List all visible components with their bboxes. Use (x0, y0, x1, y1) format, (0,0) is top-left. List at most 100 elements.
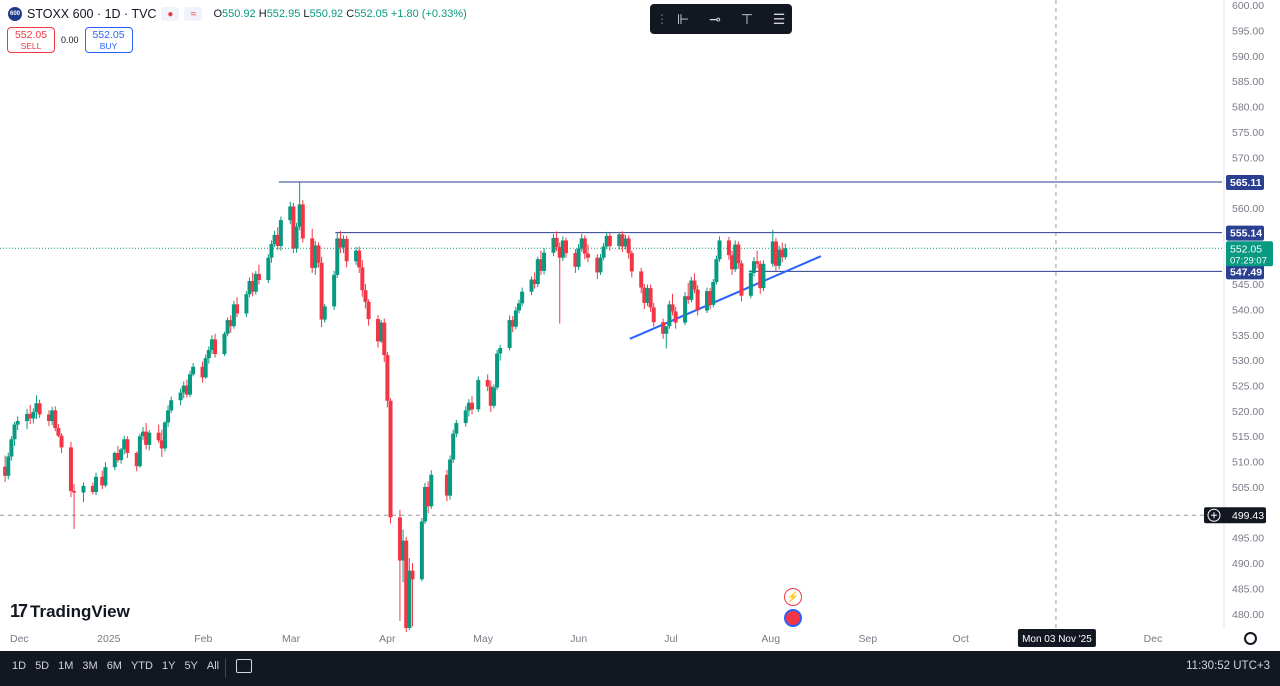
candle (191, 363, 196, 377)
candle-body (310, 238, 315, 268)
lightning-icon[interactable]: ⚡ (784, 588, 802, 606)
candle-body (726, 240, 731, 256)
crosshair-price-label: 499.43 (1232, 510, 1264, 522)
candle (532, 272, 537, 289)
candle-body (112, 452, 117, 468)
candle-body (119, 449, 124, 461)
range-1m[interactable]: 1M (58, 660, 74, 672)
change-value: +1.80 (+0.33%) (390, 8, 467, 20)
y-tick-label: 575.00 (1232, 127, 1264, 139)
candle (15, 416, 20, 431)
y-tick-label: 570.00 (1232, 152, 1264, 164)
clock[interactable]: 11:30:52 UTC+3 (1186, 660, 1270, 672)
candle-body (34, 403, 39, 412)
range-6m[interactable]: 6M (106, 660, 122, 672)
wave-indicator-icon[interactable]: ≈ (184, 7, 203, 21)
candle (272, 230, 277, 248)
candle (335, 232, 340, 278)
range-ytd[interactable]: YTD (130, 660, 153, 672)
candle (517, 299, 521, 314)
candle (59, 433, 64, 453)
symbol-title[interactable]: STOXX 600 · 1D · TVC (27, 7, 157, 21)
x-tick-label: Dec (1144, 633, 1163, 645)
candle-body (335, 238, 340, 275)
grip-icon[interactable]: ⋮ (656, 12, 668, 26)
candle-body (498, 347, 503, 354)
candle-body (6, 456, 11, 476)
candle-body (488, 386, 493, 406)
settings-lines-icon[interactable]: ☰ (772, 10, 786, 27)
buy-button[interactable]: 552.05 BUY (84, 27, 133, 53)
gear-icon[interactable] (1244, 632, 1257, 645)
candle-body (620, 234, 625, 247)
candle (573, 249, 578, 273)
candle (137, 433, 142, 468)
candle-body (758, 263, 763, 289)
candle (639, 267, 644, 294)
range-all[interactable]: All (206, 660, 220, 672)
text-cursor-icon[interactable]: ⊤ (740, 10, 754, 27)
line-node-icon[interactable]: ⊸ (709, 10, 721, 27)
candle (752, 257, 756, 277)
candle-body (209, 339, 214, 351)
price-chart[interactable]: 480.00485.00490.00495.00500.00505.00510.… (0, 0, 1280, 651)
range-1d[interactable]: 1D (12, 660, 27, 672)
y-tick-label: 600.00 (1232, 0, 1264, 12)
candle (3, 455, 8, 482)
range-3m[interactable]: 3M (82, 660, 98, 672)
candle-body (429, 474, 434, 507)
candle (222, 331, 227, 357)
candle-body (642, 287, 647, 303)
candle-body (256, 273, 261, 281)
candle (535, 256, 540, 288)
candle (68, 441, 73, 498)
candle (498, 344, 503, 361)
candle (256, 264, 261, 285)
candle (310, 228, 315, 273)
range-1y[interactable]: 1Y (161, 660, 176, 672)
drawing-toolbar[interactable]: ⋮ ⊩ ⊸ ⊤ ☰ (650, 4, 792, 34)
candle (300, 200, 305, 243)
y-tick-label: 545.00 (1232, 279, 1264, 291)
y-tick-label: 560.00 (1232, 203, 1264, 215)
calendar-icon[interactable] (236, 659, 252, 673)
candle-body (275, 234, 280, 247)
x-tick-label: Dec (10, 633, 29, 645)
flag-pole-icon[interactable]: ⊩ (676, 10, 690, 27)
candle-body (122, 439, 127, 450)
range-5y[interactable]: 5Y (184, 660, 198, 672)
tradingview-logo[interactable]: 17 TradingView (10, 601, 130, 622)
candle-body (495, 353, 500, 388)
candle (604, 231, 609, 250)
dot-indicator-icon[interactable]: ● (161, 7, 180, 21)
candle (404, 536, 409, 633)
candle (407, 557, 412, 631)
candle (770, 229, 775, 267)
candle (112, 451, 117, 471)
candle-body (510, 320, 515, 327)
y-tick-label: 525.00 (1232, 381, 1264, 393)
sell-button[interactable]: 552.05 SELL (7, 27, 55, 53)
candle (736, 241, 741, 269)
candle (673, 306, 678, 329)
candle-body (598, 257, 603, 273)
candle-body (507, 320, 512, 348)
candle-body (162, 422, 167, 449)
candle (119, 447, 124, 464)
candle-body (470, 402, 474, 410)
candle (156, 424, 161, 443)
candle (297, 182, 302, 231)
candle (629, 250, 634, 278)
candle (332, 270, 337, 310)
y-tick-label: 490.00 (1232, 558, 1264, 570)
candle-body (554, 237, 559, 248)
event-markers: ⚡ (784, 588, 802, 630)
sell-price: 552.05 (14, 29, 48, 41)
divider (225, 658, 226, 678)
range-5d[interactable]: 5D (35, 660, 50, 672)
earnings-icon[interactable] (784, 609, 802, 627)
candle (200, 361, 205, 383)
candle-body (156, 432, 161, 441)
candle-body (166, 410, 171, 423)
candle-body (780, 249, 785, 258)
